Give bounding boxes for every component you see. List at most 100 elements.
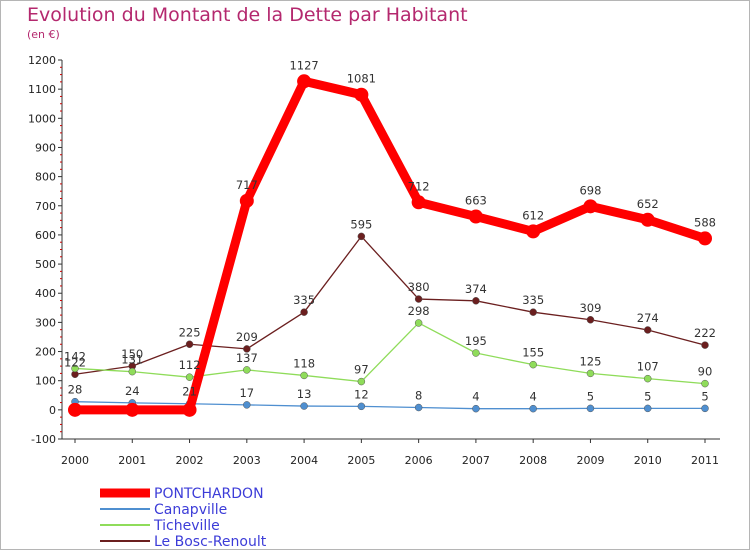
y-tick-label: -100	[31, 433, 56, 446]
data-label: 595	[350, 217, 372, 231]
series-line-1	[74, 401, 706, 410]
series-point-3	[701, 341, 709, 349]
series-point-1	[300, 402, 308, 410]
data-label: 274	[637, 311, 659, 325]
y-tick-label: 1000	[28, 112, 56, 125]
data-label: 24	[125, 384, 140, 398]
data-label: 195	[465, 334, 487, 348]
series-line-0	[70, 76, 710, 415]
series-point-2	[701, 379, 709, 388]
series-point-1	[414, 403, 423, 412]
series-point-3	[300, 308, 308, 316]
series-point-1	[643, 404, 652, 413]
y-tick-label: 100	[35, 375, 56, 388]
series-line-2	[74, 322, 706, 385]
series-point-2	[357, 377, 366, 386]
data-label: 1081	[347, 72, 376, 86]
data-label: 21	[182, 385, 197, 399]
data-label: 150	[121, 347, 143, 361]
data-label: 588	[694, 215, 716, 229]
data-label: 118	[293, 356, 315, 370]
series-point-0	[68, 402, 82, 417]
data-label: 125	[579, 354, 601, 368]
data-label: 222	[694, 326, 716, 340]
legend-label: PONTCHARDON	[154, 486, 264, 502]
series-point-3	[414, 295, 423, 303]
x-tick-label: 2006	[405, 454, 433, 467]
data-label: 1127	[289, 58, 318, 72]
x-tick-label: 2004	[290, 454, 318, 467]
data-label: 4	[530, 390, 537, 404]
x-tick-label: 2010	[634, 454, 662, 467]
y-tick-label: 400	[35, 287, 56, 300]
series-point-0	[640, 212, 655, 227]
y-tick-label: 700	[35, 200, 56, 213]
data-label: 309	[579, 301, 601, 315]
data-label: 698	[579, 183, 601, 197]
x-tick-label: 2002	[176, 454, 204, 467]
x-tick-label: 2005	[347, 454, 375, 467]
data-label: 5	[587, 389, 594, 403]
chart-title: Evolution du Montant de la Dette par Hab…	[27, 4, 468, 26]
series-point-0	[698, 231, 712, 246]
data-label: 107	[637, 360, 659, 374]
y-tick-label: 200	[35, 346, 56, 359]
series-point-2	[243, 366, 251, 374]
data-label: 712	[408, 179, 430, 193]
y-tick-label: 1200	[28, 54, 56, 67]
data-label: 12	[354, 387, 369, 401]
y-tick-label: 1100	[28, 83, 56, 96]
data-label: 112	[179, 358, 201, 372]
series-point-1	[472, 404, 480, 413]
x-tick-label: 2001	[118, 454, 146, 467]
legend-label: Le Bosc-Renoult	[154, 534, 267, 550]
series-point-0	[411, 195, 426, 210]
series-point-2	[414, 319, 423, 327]
y-tick-label: 0	[49, 404, 56, 417]
series-point-1	[243, 401, 251, 409]
series-point-1	[529, 404, 537, 413]
data-label: 97	[354, 363, 369, 377]
series-point-2	[472, 349, 480, 357]
data-label: 155	[522, 346, 544, 360]
data-label: 209	[236, 330, 258, 344]
series-point-2	[586, 369, 595, 378]
x-tick-label: 2000	[61, 454, 89, 467]
series-point-3	[243, 345, 251, 353]
data-label: 380	[408, 280, 430, 294]
legend-label: Canapville	[154, 502, 227, 518]
data-label: 28	[68, 383, 83, 397]
series-point-2	[643, 374, 652, 383]
legend-label: Ticheville	[153, 518, 220, 534]
series-line-3	[74, 235, 706, 375]
data-label: 225	[179, 325, 201, 339]
series-point-3	[529, 308, 537, 316]
series-point-0	[468, 209, 483, 224]
data-label: 374	[465, 282, 487, 296]
series-point-3	[357, 232, 366, 241]
series-point-0	[583, 199, 598, 214]
x-tick-label: 2011	[691, 454, 719, 467]
series-point-2	[128, 367, 137, 376]
data-label: 142	[64, 349, 86, 363]
data-label: 17	[239, 386, 254, 400]
data-label: 663	[465, 194, 487, 208]
series-point-3	[586, 316, 595, 324]
series-point-0	[354, 87, 369, 102]
series-point-0	[125, 402, 140, 417]
data-label: 717	[236, 178, 258, 192]
data-label: 4	[472, 390, 479, 404]
x-tick-label: 2007	[462, 454, 490, 467]
data-label: 122	[64, 355, 86, 369]
data-label: 612	[522, 208, 544, 222]
series-point-1	[357, 402, 366, 411]
chart-axes: -100 0 100 200 300 400 500 600 700 800 900 1000 1100…	[28, 54, 720, 467]
series-point-0	[182, 402, 197, 417]
y-tick-label: 500	[35, 258, 56, 271]
series-point-3	[472, 297, 480, 305]
data-label: 90	[698, 365, 713, 379]
